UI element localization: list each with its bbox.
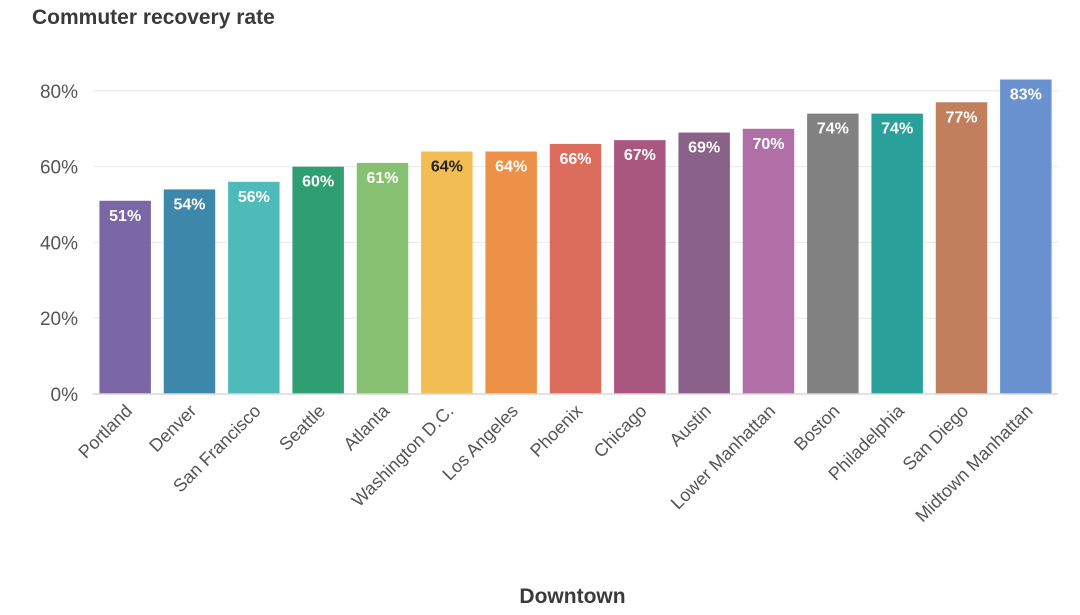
bar xyxy=(421,151,473,394)
data-label: 66% xyxy=(559,151,591,168)
bar xyxy=(1000,79,1052,395)
data-label: 67% xyxy=(624,147,656,164)
data-label: 51% xyxy=(109,208,141,225)
data-label: 64% xyxy=(431,159,463,176)
x-tick-label: Chicago xyxy=(590,401,651,462)
y-tick-label: 20% xyxy=(40,309,78,330)
x-tick-label: Portland xyxy=(74,401,136,463)
x-tick-label: Midtown Manhattan xyxy=(911,401,1036,526)
data-label: 54% xyxy=(173,196,205,213)
data-label: 69% xyxy=(688,140,720,157)
x-tick-label: Seattle xyxy=(275,401,329,455)
bar xyxy=(871,113,923,394)
y-tick-label: 60% xyxy=(40,158,78,179)
bar xyxy=(228,181,280,394)
x-tick-label: Austin xyxy=(665,401,715,451)
bar xyxy=(356,162,409,394)
x-tick-label: Phoenix xyxy=(526,401,586,461)
value-labels: 51% 54% 56% 60% 61% 64% 64% 66% 67% 69% 70% 74% 74% 7… xyxy=(109,87,1042,225)
x-tick-label: Denver xyxy=(145,401,200,456)
data-label: 74% xyxy=(817,121,849,138)
bar xyxy=(678,132,730,395)
x-axis-label: Downtown xyxy=(519,585,625,608)
data-label: 70% xyxy=(752,136,784,153)
bar xyxy=(292,166,344,394)
bar xyxy=(807,113,859,394)
data-label: 74% xyxy=(881,121,913,138)
bar xyxy=(742,128,795,394)
data-label: 77% xyxy=(945,109,977,126)
bar xyxy=(485,151,537,394)
data-label: 83% xyxy=(1010,87,1042,104)
x-tick-label: Boston xyxy=(790,401,844,455)
x-tick-label: Atlanta xyxy=(340,400,394,454)
y-tick-label: 40% xyxy=(40,233,78,254)
data-label: 60% xyxy=(302,174,334,191)
data-label: 61% xyxy=(366,170,398,187)
y-axis-ticks: 0% 20% 40% 60% 80% xyxy=(40,82,78,406)
bar xyxy=(614,140,666,394)
y-tick-label: 80% xyxy=(40,82,78,103)
bar xyxy=(99,200,151,394)
bar xyxy=(163,189,216,394)
bars xyxy=(99,79,1052,395)
bar xyxy=(549,143,602,394)
y-tick-label: 0% xyxy=(51,385,79,406)
bar xyxy=(935,102,988,394)
data-label: 64% xyxy=(495,159,527,176)
chart-title: Commuter recovery rate xyxy=(32,6,275,29)
data-label: 56% xyxy=(238,189,270,206)
